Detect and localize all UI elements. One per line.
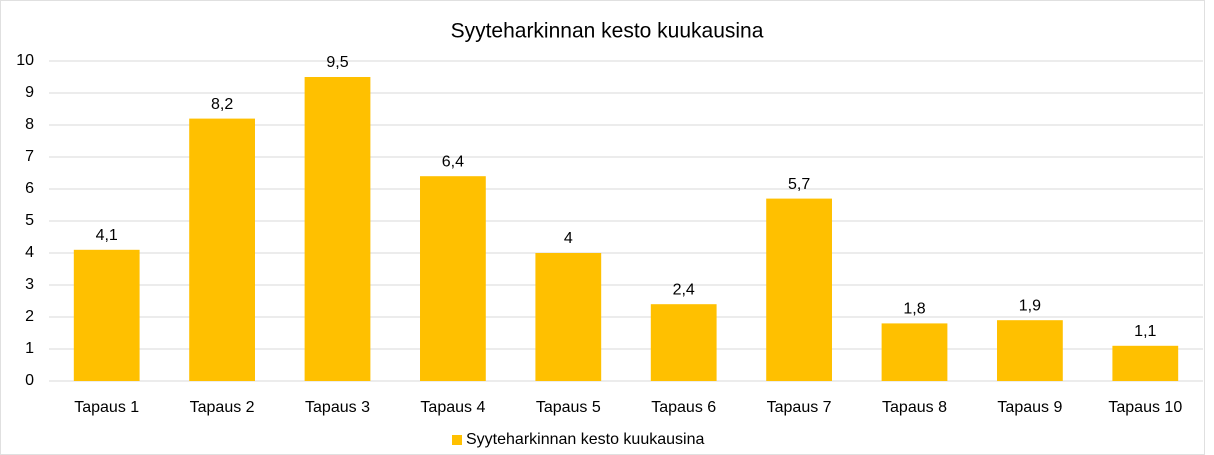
data-label: 1,8 bbox=[903, 301, 925, 318]
y-tick-label: 8 bbox=[25, 116, 34, 133]
bar bbox=[766, 198, 832, 381]
x-tick-label: Tapaus 7 bbox=[767, 399, 832, 416]
data-label: 1,9 bbox=[1019, 297, 1041, 314]
bar bbox=[189, 118, 255, 381]
bar bbox=[73, 249, 140, 381]
x-tick-label: Tapaus 2 bbox=[190, 399, 255, 416]
x-tick-label: Tapaus 4 bbox=[420, 399, 485, 416]
bar bbox=[535, 253, 602, 381]
data-label: 6,4 bbox=[442, 153, 464, 170]
x-tick-label: Tapaus 8 bbox=[882, 399, 947, 416]
x-tick-label: Tapaus 1 bbox=[74, 399, 139, 416]
data-label: 2,4 bbox=[673, 281, 695, 298]
y-tick-label: 5 bbox=[25, 212, 34, 229]
data-label: 4 bbox=[564, 230, 573, 247]
y-tick-label: 0 bbox=[25, 372, 34, 389]
data-label: 4,1 bbox=[96, 227, 118, 244]
y-tick-label: 9 bbox=[25, 84, 34, 101]
x-tick-label: Tapaus 10 bbox=[1108, 399, 1182, 416]
y-tick-label: 7 bbox=[25, 148, 34, 165]
data-label: 8,2 bbox=[211, 96, 233, 113]
bar bbox=[304, 77, 371, 381]
bar bbox=[650, 304, 717, 381]
data-label: 5,7 bbox=[788, 176, 810, 193]
x-tick-label: Tapaus 3 bbox=[305, 399, 370, 416]
data-label: 1,1 bbox=[1134, 323, 1156, 340]
y-tick-label: 3 bbox=[25, 276, 34, 293]
x-tick-label: Tapaus 5 bbox=[536, 399, 601, 416]
y-tick-label: 10 bbox=[16, 52, 34, 69]
bar bbox=[881, 323, 948, 381]
y-tick-label: 4 bbox=[25, 244, 34, 261]
y-tick-label: 2 bbox=[25, 308, 34, 325]
bar bbox=[420, 176, 486, 381]
y-tick-label: 6 bbox=[25, 180, 34, 197]
x-tick-label: Tapaus 9 bbox=[997, 399, 1062, 416]
bar bbox=[1112, 345, 1179, 381]
legend-label: Syyteharkinnan kesto kuukausina bbox=[466, 431, 704, 448]
x-tick-label: Tapaus 6 bbox=[651, 399, 716, 416]
y-tick-label: 1 bbox=[25, 340, 34, 357]
data-label: 9,5 bbox=[326, 54, 348, 71]
chart-title: Syyteharkinnan kesto kuukausina bbox=[451, 20, 764, 43]
bar bbox=[997, 320, 1063, 381]
legend-swatch bbox=[452, 435, 462, 445]
